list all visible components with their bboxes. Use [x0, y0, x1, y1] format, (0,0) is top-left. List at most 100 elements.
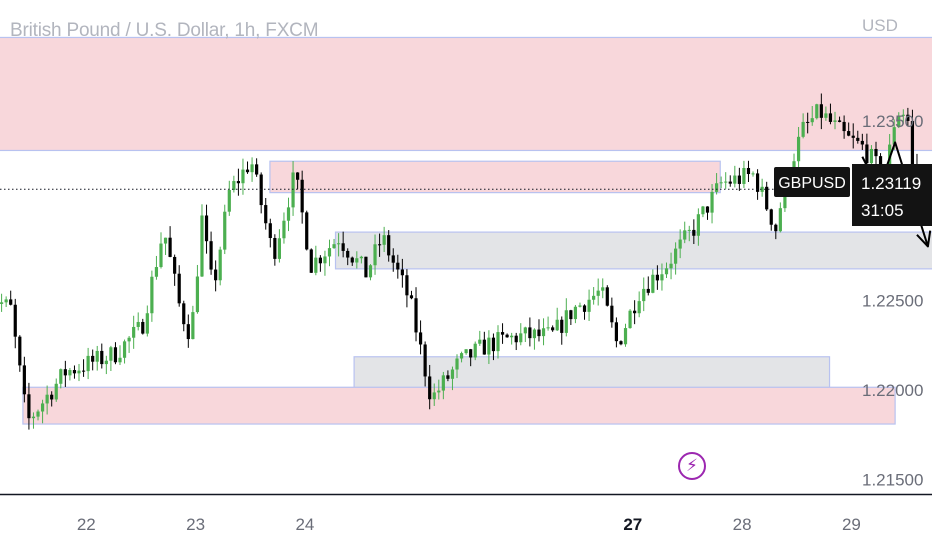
candle-body — [286, 207, 291, 221]
candle-body — [769, 209, 773, 225]
candle-body — [218, 249, 222, 281]
candle-body — [496, 332, 500, 352]
candle-body — [204, 215, 209, 242]
candle-body — [755, 173, 760, 192]
candle-body — [865, 144, 869, 164]
candle-body — [810, 118, 814, 123]
candle-body — [314, 257, 318, 273]
candle-body — [828, 113, 833, 122]
candle-body — [655, 274, 659, 281]
candle-body — [523, 327, 527, 334]
symbol-label: GBPUSD — [778, 175, 846, 192]
candle-body — [469, 349, 473, 358]
candle-body — [327, 248, 332, 257]
candle-body — [819, 104, 823, 118]
candle-body — [268, 223, 272, 238]
candle-body — [68, 370, 72, 376]
candle-body — [455, 358, 459, 370]
candle-body — [860, 140, 864, 145]
candle-body — [582, 305, 587, 312]
chart-title: British Pound / U.S. Dollar, 1h, FXCM — [10, 20, 319, 41]
candle-body — [168, 237, 172, 257]
candle-body — [869, 148, 874, 164]
candle-body — [432, 392, 436, 400]
candle-body — [118, 357, 122, 363]
candle-body — [806, 121, 810, 123]
candle-body — [332, 244, 336, 249]
candle-body — [154, 267, 159, 277]
candle-body — [687, 229, 691, 231]
candle-body — [728, 181, 732, 184]
candle-body — [173, 256, 177, 274]
candle-body — [815, 104, 819, 119]
candle-body — [377, 244, 382, 246]
candle-body — [528, 327, 532, 339]
time-tick-label: 28 — [733, 515, 752, 534]
candle-body — [578, 305, 582, 307]
bar-countdown: 31:05 — [861, 201, 904, 220]
candle-body — [441, 375, 445, 391]
candle-body — [464, 349, 468, 354]
time-tick-label: 24 — [295, 515, 314, 534]
time-axis[interactable]: 222324272829303 — [77, 515, 932, 534]
candle-body — [159, 243, 163, 268]
candle-body — [350, 257, 354, 263]
time-tick-label: 29 — [842, 515, 861, 534]
candle-body — [368, 265, 373, 278]
candle-body — [296, 172, 300, 180]
candle-body — [605, 287, 609, 306]
candle-body — [359, 256, 363, 259]
candle-body — [719, 182, 723, 184]
candle-body — [236, 181, 241, 184]
zones-layer — [0, 36, 932, 425]
candle-body — [847, 131, 851, 136]
candle-body — [27, 394, 31, 419]
price-axis[interactable]: 1.23500 1.22500 1.22000 1.21500 — [862, 112, 923, 490]
candle-body — [660, 274, 664, 281]
candle-body — [874, 148, 878, 157]
candle-body — [628, 310, 632, 329]
candle-body — [245, 169, 250, 173]
candle-body — [18, 336, 22, 366]
candle-body — [546, 327, 550, 329]
candle-body — [414, 298, 418, 333]
candle-body — [418, 332, 423, 345]
candle-body — [136, 321, 140, 327]
candle-body — [601, 287, 605, 291]
lightning-icon[interactable]: ⚡︎ — [678, 452, 706, 480]
candle-body — [104, 360, 108, 365]
time-tick-label: 22 — [77, 515, 96, 534]
candle-body — [573, 306, 578, 320]
candle-body — [610, 305, 614, 323]
demand-zone — [334, 231, 932, 270]
candle-body — [669, 263, 673, 269]
candle-body — [241, 169, 245, 184]
candle-body — [478, 339, 482, 344]
candle-body — [291, 172, 295, 208]
candle-body — [491, 337, 496, 352]
candle-body — [355, 258, 359, 263]
candle-body — [705, 206, 710, 213]
candle-body — [851, 135, 855, 138]
candle-body — [227, 190, 231, 212]
price-tag[interactable]: GBPUSD 1.23119 31:05 — [774, 164, 932, 226]
candle-body — [450, 369, 455, 379]
time-tick-label: 27 — [623, 515, 642, 534]
price-tick-label: 1.22500 — [862, 291, 923, 310]
candle-body — [259, 174, 263, 206]
candle-body — [150, 276, 154, 314]
candle-body — [182, 303, 186, 325]
candle-body — [596, 290, 600, 296]
candle-body — [541, 328, 546, 337]
candle-body — [100, 350, 104, 365]
candle-body — [423, 344, 427, 377]
candle-body — [532, 329, 537, 339]
candle-body — [637, 301, 641, 314]
candle-body — [842, 121, 846, 132]
candle-body — [510, 335, 514, 338]
candle-body — [892, 127, 896, 145]
candle-body — [109, 347, 113, 361]
candle-body — [473, 343, 477, 358]
candle-body — [200, 215, 204, 277]
